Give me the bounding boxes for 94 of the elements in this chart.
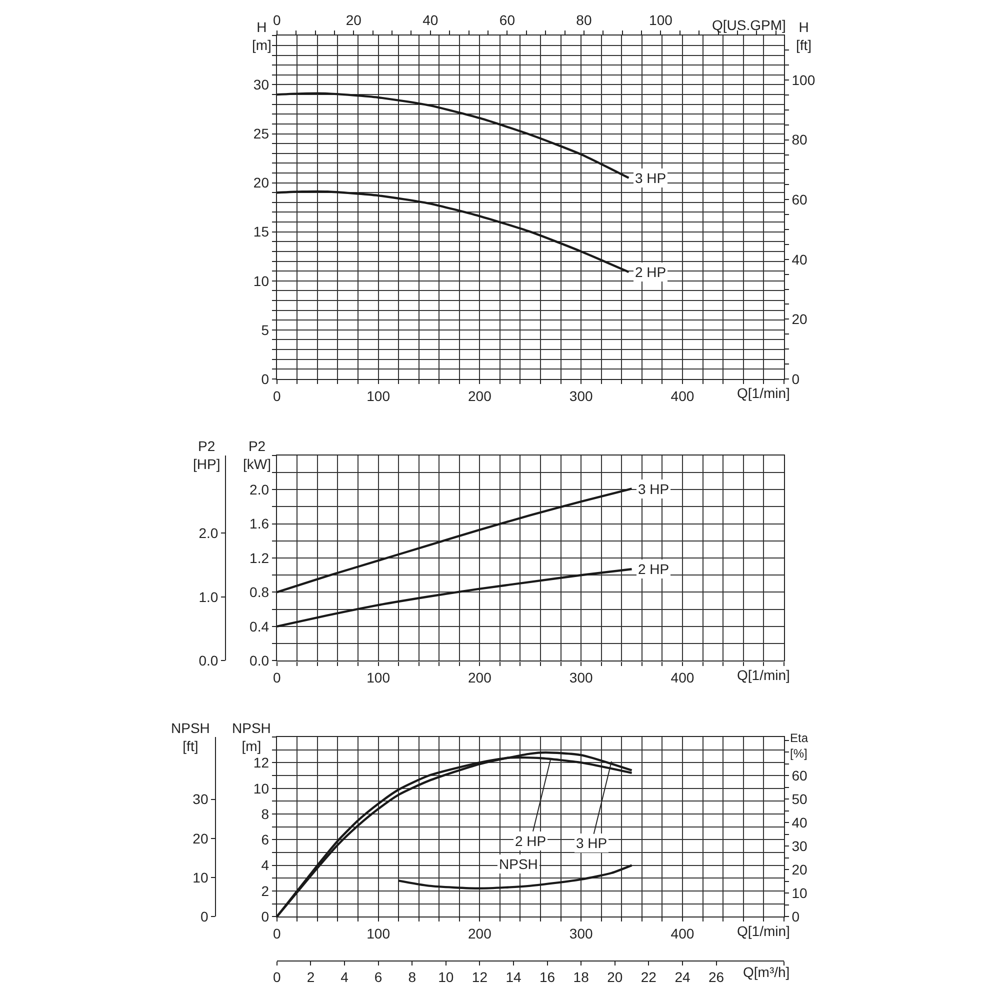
y-tick-label: 0.4 — [250, 618, 270, 634]
y-tick-label: 10 — [253, 272, 270, 289]
x2-tick-label: 14 — [506, 969, 522, 986]
x2-tick-label: 10 — [438, 969, 454, 986]
x-tick-label: 400 — [670, 926, 694, 942]
x2-tick-label: 6 — [374, 969, 382, 986]
y-tick-label: 2.0 — [250, 481, 270, 498]
y-tick-label: 0 — [261, 908, 270, 925]
y-tick-label: 8 — [261, 806, 270, 822]
x2-axis-title: Q[m³/h] — [743, 964, 790, 980]
y3-tick-label: 0 — [792, 908, 800, 925]
series-label: 3 HP — [635, 170, 666, 186]
series-label: 2 HP — [635, 264, 666, 280]
x-tick-label: 400 — [670, 388, 694, 404]
y2-tick-label: 20 — [192, 830, 208, 846]
series-label: NPSH — [499, 856, 538, 872]
x2-tick-label: 20 — [346, 12, 362, 28]
x-tick-label: 200 — [468, 388, 492, 404]
y-tick-label: 0 — [261, 370, 270, 387]
y2-tick-label: 0.0 — [198, 652, 218, 669]
y2-tick-label: 0 — [792, 370, 800, 387]
y2-axis-title: H [ft] — [796, 19, 812, 54]
y2-tick-label: 20 — [792, 311, 808, 328]
x-tick-label: 200 — [468, 926, 492, 942]
y2-tick-label: 40 — [792, 251, 808, 268]
x2-tick-label: 18 — [573, 969, 590, 986]
y-tick-label: 15 — [253, 224, 270, 240]
y-tick-label: 2 — [261, 882, 270, 899]
y2-tick-label: 10 — [192, 869, 208, 886]
y2-tick-label: 0 — [200, 908, 208, 925]
y-tick-label: 1.6 — [250, 516, 270, 532]
x2-tick-label: 20 — [607, 969, 623, 986]
x2-axis-title: Q[US.GPM] — [712, 17, 786, 33]
x-tick-label: 100 — [366, 926, 390, 942]
y-tick-label: 6 — [261, 832, 270, 848]
x-tick-label: 0 — [273, 670, 282, 686]
x-tick-label: 300 — [569, 926, 593, 942]
x-axis-title: Q[1/min] — [737, 923, 790, 939]
x2-tick-label: 2 — [306, 969, 315, 986]
y-tick-label: 1.2 — [250, 550, 270, 566]
x-tick-label: 200 — [468, 670, 492, 686]
x2-tick-label: 24 — [674, 969, 690, 986]
x-tick-label: 100 — [366, 670, 390, 686]
y-tick-label: 30 — [253, 76, 270, 93]
y2-tick-label: 100 — [792, 72, 816, 88]
x-tick-label: 400 — [670, 670, 694, 686]
x2-tick-label: 0 — [273, 969, 282, 986]
x-tick-label: 300 — [569, 388, 593, 404]
x2-tick-label: 0 — [273, 12, 282, 28]
annotation: 2 HP — [515, 833, 546, 849]
annotation: 3 HP — [576, 835, 608, 851]
y2-axis-title: P2 [HP] — [193, 438, 220, 472]
y-tick-label: 4 — [261, 857, 270, 874]
y-tick-label: 12 — [253, 754, 270, 771]
x2-tick-label: 22 — [640, 969, 657, 986]
y2-tick-label: 60 — [792, 192, 808, 208]
x-tick-label: 0 — [273, 926, 282, 942]
x2-tick-label: 4 — [340, 969, 349, 986]
y-tick-label: 10 — [253, 780, 270, 796]
x2-tick-label: 100 — [649, 12, 673, 28]
x2-tick-label: 16 — [539, 969, 556, 986]
y-tick-label: 5 — [261, 322, 270, 338]
y2-tick-label: 30 — [192, 791, 208, 808]
y-axis-title: P2 [kW] — [243, 438, 271, 472]
x2-tick-label: 80 — [576, 12, 592, 28]
y-axis-title: H [m] — [252, 19, 272, 54]
x2-tick-label: 40 — [422, 12, 438, 28]
x-axis-title: Q[1/min] — [737, 385, 790, 401]
x-tick-label: 100 — [366, 388, 390, 404]
x-axis-title: Q[1/min] — [737, 667, 790, 683]
y3-axis-title: Eta [%] — [790, 731, 808, 761]
y-tick-label: 0.8 — [250, 584, 270, 600]
x2-tick-label: 26 — [708, 969, 724, 986]
y3-tick-label: 10 — [792, 884, 808, 901]
y2-tick-label: 80 — [792, 132, 808, 148]
y3-tick-label: 50 — [792, 790, 808, 807]
x2-tick-label: 8 — [408, 969, 416, 986]
y3-tick-label: 30 — [792, 838, 808, 854]
x-tick-label: 0 — [273, 388, 282, 404]
y3-tick-label: 40 — [792, 814, 808, 830]
y-axis-title: NPSH [m] — [232, 720, 271, 754]
y2-axis-title: NPSH [ft] — [171, 720, 210, 754]
y-tick-label: 20 — [253, 174, 270, 191]
x-tick-label: 300 — [569, 670, 593, 686]
y2-tick-label: 2.0 — [198, 524, 218, 541]
y-tick-label: 0.0 — [250, 652, 270, 669]
y3-tick-label: 60 — [792, 767, 808, 784]
y3-tick-label: 20 — [792, 861, 808, 878]
y2-tick-label: 1.0 — [198, 588, 218, 605]
x2-tick-label: 12 — [472, 969, 488, 986]
y-tick-label: 25 — [253, 126, 270, 142]
x2-tick-label: 60 — [499, 12, 516, 28]
series-label: 3 HP — [638, 481, 670, 497]
series-label: 2 HP — [638, 561, 670, 577]
